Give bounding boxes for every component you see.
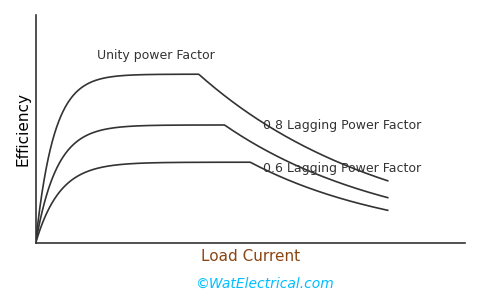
Text: ©WatElectrical.com: ©WatElectrical.com — [194, 277, 334, 291]
X-axis label: Load Current: Load Current — [201, 249, 300, 264]
Text: 0.6 Lagging Power Factor: 0.6 Lagging Power Factor — [263, 162, 421, 175]
Y-axis label: Efficiency: Efficiency — [15, 92, 30, 166]
Text: Unity power Factor: Unity power Factor — [97, 50, 215, 62]
Text: 0.8 Lagging Power Factor: 0.8 Lagging Power Factor — [263, 119, 421, 132]
